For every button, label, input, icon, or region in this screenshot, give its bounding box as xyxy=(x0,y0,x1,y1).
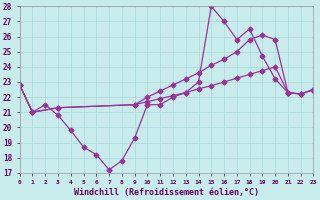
X-axis label: Windchill (Refroidissement éolien,°C): Windchill (Refroidissement éolien,°C) xyxy=(74,188,259,197)
